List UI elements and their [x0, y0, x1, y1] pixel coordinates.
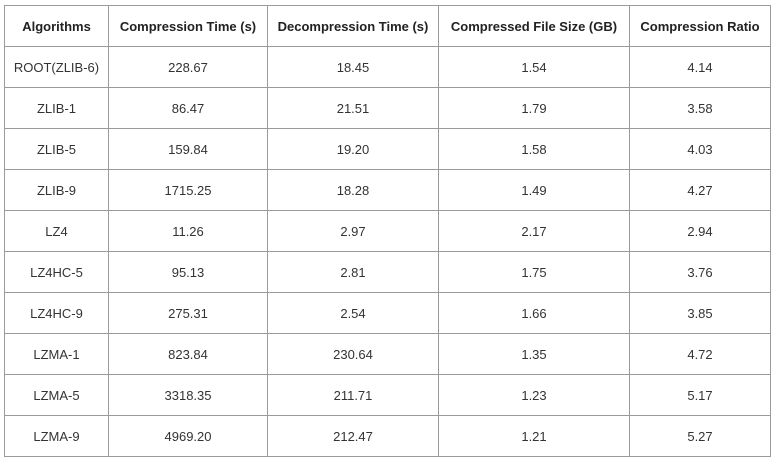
table-cell: 823.84: [108, 333, 268, 375]
table-cell: 19.20: [267, 128, 439, 170]
table-cell: 275.31: [108, 292, 268, 334]
table-cell: 2.17: [438, 210, 630, 252]
table-header: Algorithms Compression Time (s) Decompress…: [4, 5, 771, 47]
table-cell: 86.47: [108, 87, 268, 129]
header-cell: Algorithms: [4, 5, 109, 47]
table-cell: ROOT(ZLIB-6): [4, 46, 109, 88]
table-row: LZMA-9 4969.20 212.47 1.21 5.27: [4, 415, 771, 457]
table-cell: 4.03: [629, 128, 771, 170]
table-cell: 2.94: [629, 210, 771, 252]
table-cell: 4969.20: [108, 415, 268, 457]
table-cell: 3.85: [629, 292, 771, 334]
table-body: ROOT(ZLIB-6) 228.67 18.45 1.54 4.14 ZLIB-1 86.…: [4, 46, 771, 457]
table-row: LZMA-1 823.84 230.64 1.35 4.72: [4, 333, 771, 375]
table-cell: ZLIB-5: [4, 128, 109, 170]
table-cell: LZ4: [4, 210, 109, 252]
table-cell: 3318.35: [108, 374, 268, 416]
table-cell: 18.45: [267, 46, 439, 88]
table-cell: LZ4HC-9: [4, 292, 109, 334]
table-cell: 21.51: [267, 87, 439, 129]
table-row: LZMA-5 3318.35 211.71 1.23 5.17: [4, 374, 771, 416]
table-cell: 5.27: [629, 415, 771, 457]
table-cell: 2.97: [267, 210, 439, 252]
table-row: ZLIB-1 86.47 21.51 1.79 3.58: [4, 87, 771, 129]
table-cell: 212.47: [267, 415, 439, 457]
table-row: ZLIB-9 1715.25 18.28 1.49 4.27: [4, 169, 771, 211]
header-cell: Compression Time (s): [108, 5, 268, 47]
header-cell: Compression Ratio: [629, 5, 771, 47]
table-cell: 1.54: [438, 46, 630, 88]
table-cell: 11.26: [108, 210, 268, 252]
table-cell: 1.49: [438, 169, 630, 211]
table-cell: 2.54: [267, 292, 439, 334]
table-cell: LZ4HC-5: [4, 251, 109, 293]
table-cell: 1.21: [438, 415, 630, 457]
table-cell: 3.58: [629, 87, 771, 129]
table-cell: 159.84: [108, 128, 268, 170]
table-cell: 4.27: [629, 169, 771, 211]
table-row: ZLIB-5 159.84 19.20 1.58 4.03: [4, 128, 771, 170]
header-cell: Decompression Time (s): [267, 5, 439, 47]
header-row: Algorithms Compression Time (s) Decompress…: [4, 5, 771, 47]
table-cell: 228.67: [108, 46, 268, 88]
table-cell: ZLIB-9: [4, 169, 109, 211]
table-cell: 211.71: [267, 374, 439, 416]
table-cell: 18.28: [267, 169, 439, 211]
table-row: LZ4HC-5 95.13 2.81 1.75 3.76: [4, 251, 771, 293]
table-cell: 1.75: [438, 251, 630, 293]
table-cell: 1.66: [438, 292, 630, 334]
table-cell: 3.76: [629, 251, 771, 293]
data-table: Algorithms Compression Time (s) Decompress…: [4, 5, 771, 457]
table-cell: ZLIB-1: [4, 87, 109, 129]
table-row: LZ4HC-9 275.31 2.54 1.66 3.85: [4, 292, 771, 334]
table-cell: 4.72: [629, 333, 771, 375]
table-cell: LZMA-5: [4, 374, 109, 416]
table-row: ROOT(ZLIB-6) 228.67 18.45 1.54 4.14: [4, 46, 771, 88]
header-cell: Compressed File Size (GB): [438, 5, 630, 47]
table-cell: 1.58: [438, 128, 630, 170]
table-cell: 1.23: [438, 374, 630, 416]
table-cell: 95.13: [108, 251, 268, 293]
table-cell: 1.35: [438, 333, 630, 375]
table-cell: LZMA-9: [4, 415, 109, 457]
table-cell: 1715.25: [108, 169, 268, 211]
table-row: LZ4 11.26 2.97 2.17 2.94: [4, 210, 771, 252]
table-cell: 5.17: [629, 374, 771, 416]
table-cell: 2.81: [267, 251, 439, 293]
table-cell: LZMA-1: [4, 333, 109, 375]
table-cell: 1.79: [438, 87, 630, 129]
table-cell: 230.64: [267, 333, 439, 375]
table-cell: 4.14: [629, 46, 771, 88]
